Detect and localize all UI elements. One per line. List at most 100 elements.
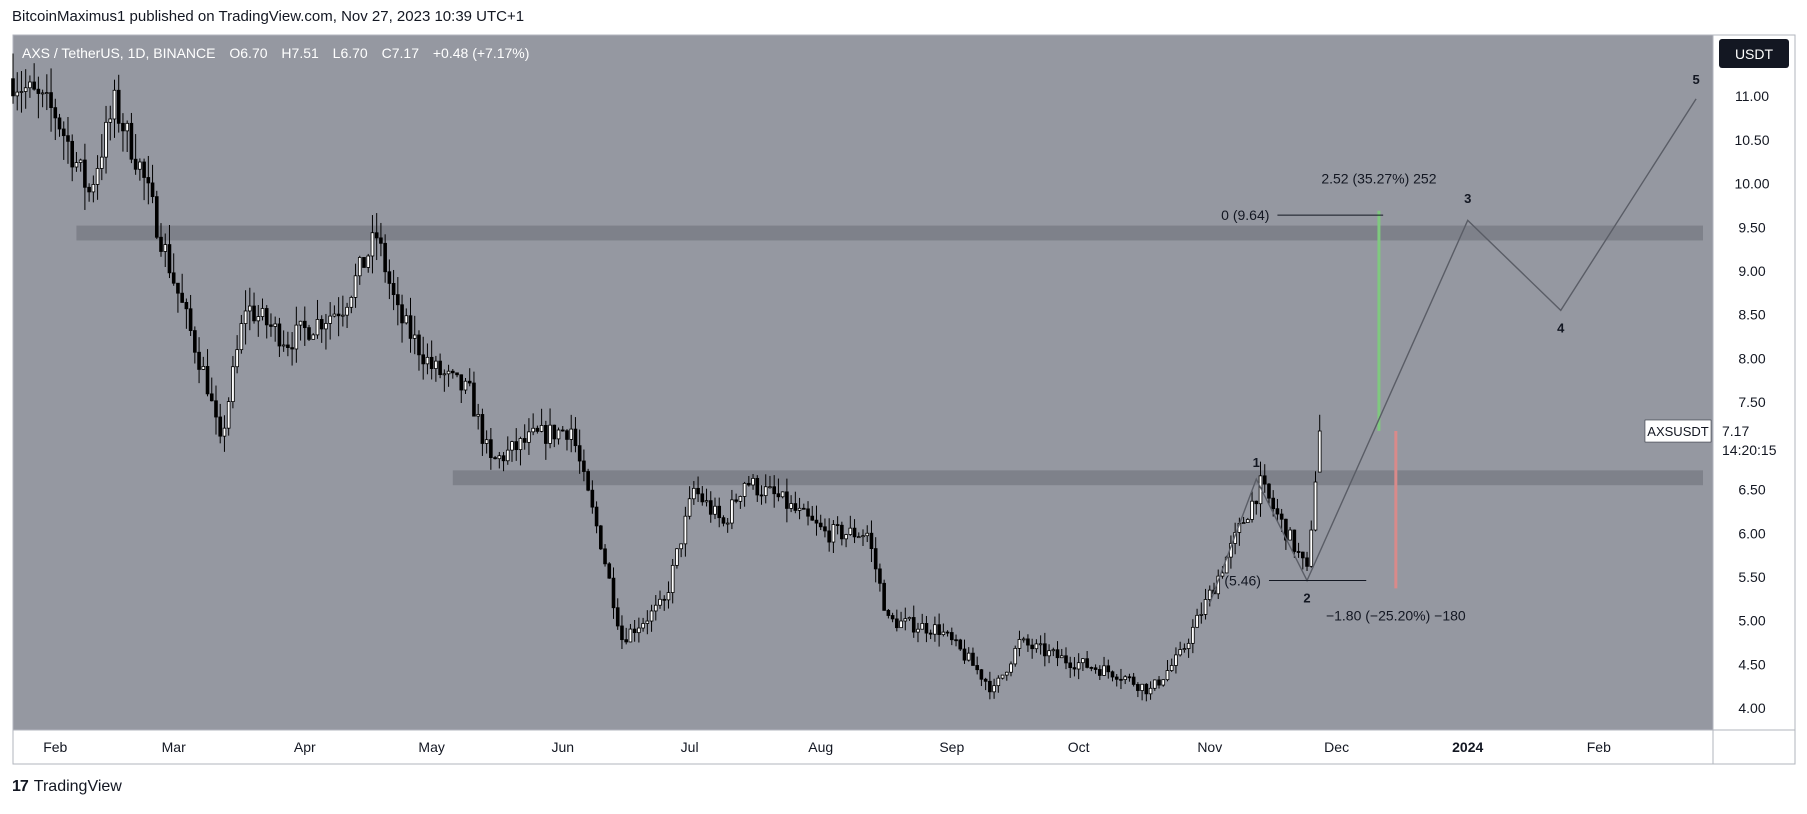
- candle: [404, 308, 409, 325]
- candle: [171, 253, 176, 286]
- candle-body: [218, 416, 223, 437]
- high-label: H: [281, 45, 291, 61]
- candle: [979, 668, 984, 687]
- candle: [658, 590, 662, 609]
- last-price-symbol: AXSUSDT: [1647, 424, 1708, 439]
- publish-header-text: BitcoinMaximus1 published on TradingView…: [12, 8, 525, 25]
- candle-body: [1004, 671, 1009, 676]
- candle-body: [814, 519, 819, 524]
- candle: [231, 356, 235, 409]
- candle-body: [878, 568, 882, 584]
- candle-body: [1102, 665, 1106, 676]
- candle-body: [742, 482, 747, 497]
- candle: [438, 353, 442, 379]
- candle: [958, 638, 963, 651]
- candle: [248, 287, 252, 331]
- candle: [1064, 647, 1068, 670]
- candle: [345, 302, 349, 328]
- candle: [311, 333, 316, 340]
- candle-body: [983, 678, 988, 682]
- candle: [1144, 683, 1149, 702]
- candle-body: [171, 272, 176, 284]
- candle-body: [1098, 669, 1102, 676]
- candle: [379, 222, 383, 257]
- currency-badge[interactable]: USDT: [1719, 39, 1789, 68]
- candle-body: [36, 88, 41, 94]
- candle-body: [222, 427, 227, 437]
- candle: [907, 616, 912, 621]
- candle: [856, 532, 861, 539]
- candle: [518, 436, 523, 466]
- candle: [319, 315, 324, 343]
- candle-body: [201, 366, 206, 370]
- candle-body: [649, 610, 654, 622]
- price-axis-background: [1713, 35, 1795, 730]
- candle-body: [518, 438, 523, 451]
- candle: [484, 430, 489, 454]
- candle-body: [527, 431, 531, 443]
- wave-label-1: 1: [1253, 455, 1260, 470]
- candle: [1009, 661, 1013, 677]
- candle-body: [785, 491, 789, 509]
- horizontal-zone-0: [76, 225, 1703, 241]
- candle: [878, 563, 882, 592]
- candle: [493, 455, 497, 460]
- candle-body: [1317, 430, 1322, 473]
- candle: [937, 613, 941, 647]
- tradingview-footer[interactable]: 17 TradingView: [12, 778, 122, 796]
- candle: [992, 678, 996, 699]
- candle: [725, 517, 730, 533]
- candle-body: [1119, 678, 1123, 681]
- wave-label-5: 5: [1692, 72, 1699, 87]
- candle-body: [133, 158, 138, 170]
- candle: [417, 330, 421, 371]
- candle: [501, 451, 506, 472]
- candle-body: [505, 449, 510, 462]
- publish-header: BitcoinMaximus1 published on TradingView…: [12, 8, 524, 25]
- candle-body: [950, 632, 954, 641]
- candle: [1152, 679, 1157, 691]
- candle: [446, 364, 451, 387]
- candle-body: [421, 354, 425, 365]
- candle: [53, 98, 58, 141]
- candle: [154, 190, 159, 240]
- x-tick-label: Jun: [551, 739, 574, 755]
- candle: [277, 317, 282, 357]
- candle-body: [324, 323, 328, 330]
- candle-body: [692, 487, 696, 500]
- fib-level-label-0: 0 (9.64): [1221, 207, 1269, 223]
- candle: [1275, 498, 1280, 522]
- close-value: 7.17: [392, 45, 419, 61]
- candle-body: [582, 460, 586, 472]
- candle-body: [341, 314, 345, 317]
- candle-body: [835, 524, 840, 526]
- candle-body: [844, 534, 848, 540]
- candle: [1127, 673, 1132, 682]
- candle: [785, 478, 789, 523]
- candle-body: [615, 607, 620, 627]
- candle: [1076, 653, 1081, 680]
- candle-body: [734, 499, 738, 502]
- candle: [324, 313, 328, 350]
- candle: [928, 629, 933, 640]
- candle-body: [945, 631, 950, 634]
- candle-body: [1148, 687, 1153, 695]
- candle: [945, 630, 950, 637]
- candle-body: [319, 319, 324, 330]
- candle: [408, 297, 413, 353]
- candle-body: [831, 524, 836, 543]
- candle: [632, 619, 637, 642]
- candle: [522, 424, 527, 450]
- candle-body: [810, 515, 815, 521]
- candle-body: [1043, 643, 1047, 657]
- candle: [341, 295, 345, 327]
- candle-body: [1009, 663, 1013, 673]
- candle-body: [590, 489, 595, 508]
- candle-body: [1068, 662, 1073, 669]
- candle-body: [865, 532, 870, 537]
- candle-body: [116, 89, 121, 124]
- candle-body: [544, 425, 548, 444]
- candle: [1309, 520, 1314, 568]
